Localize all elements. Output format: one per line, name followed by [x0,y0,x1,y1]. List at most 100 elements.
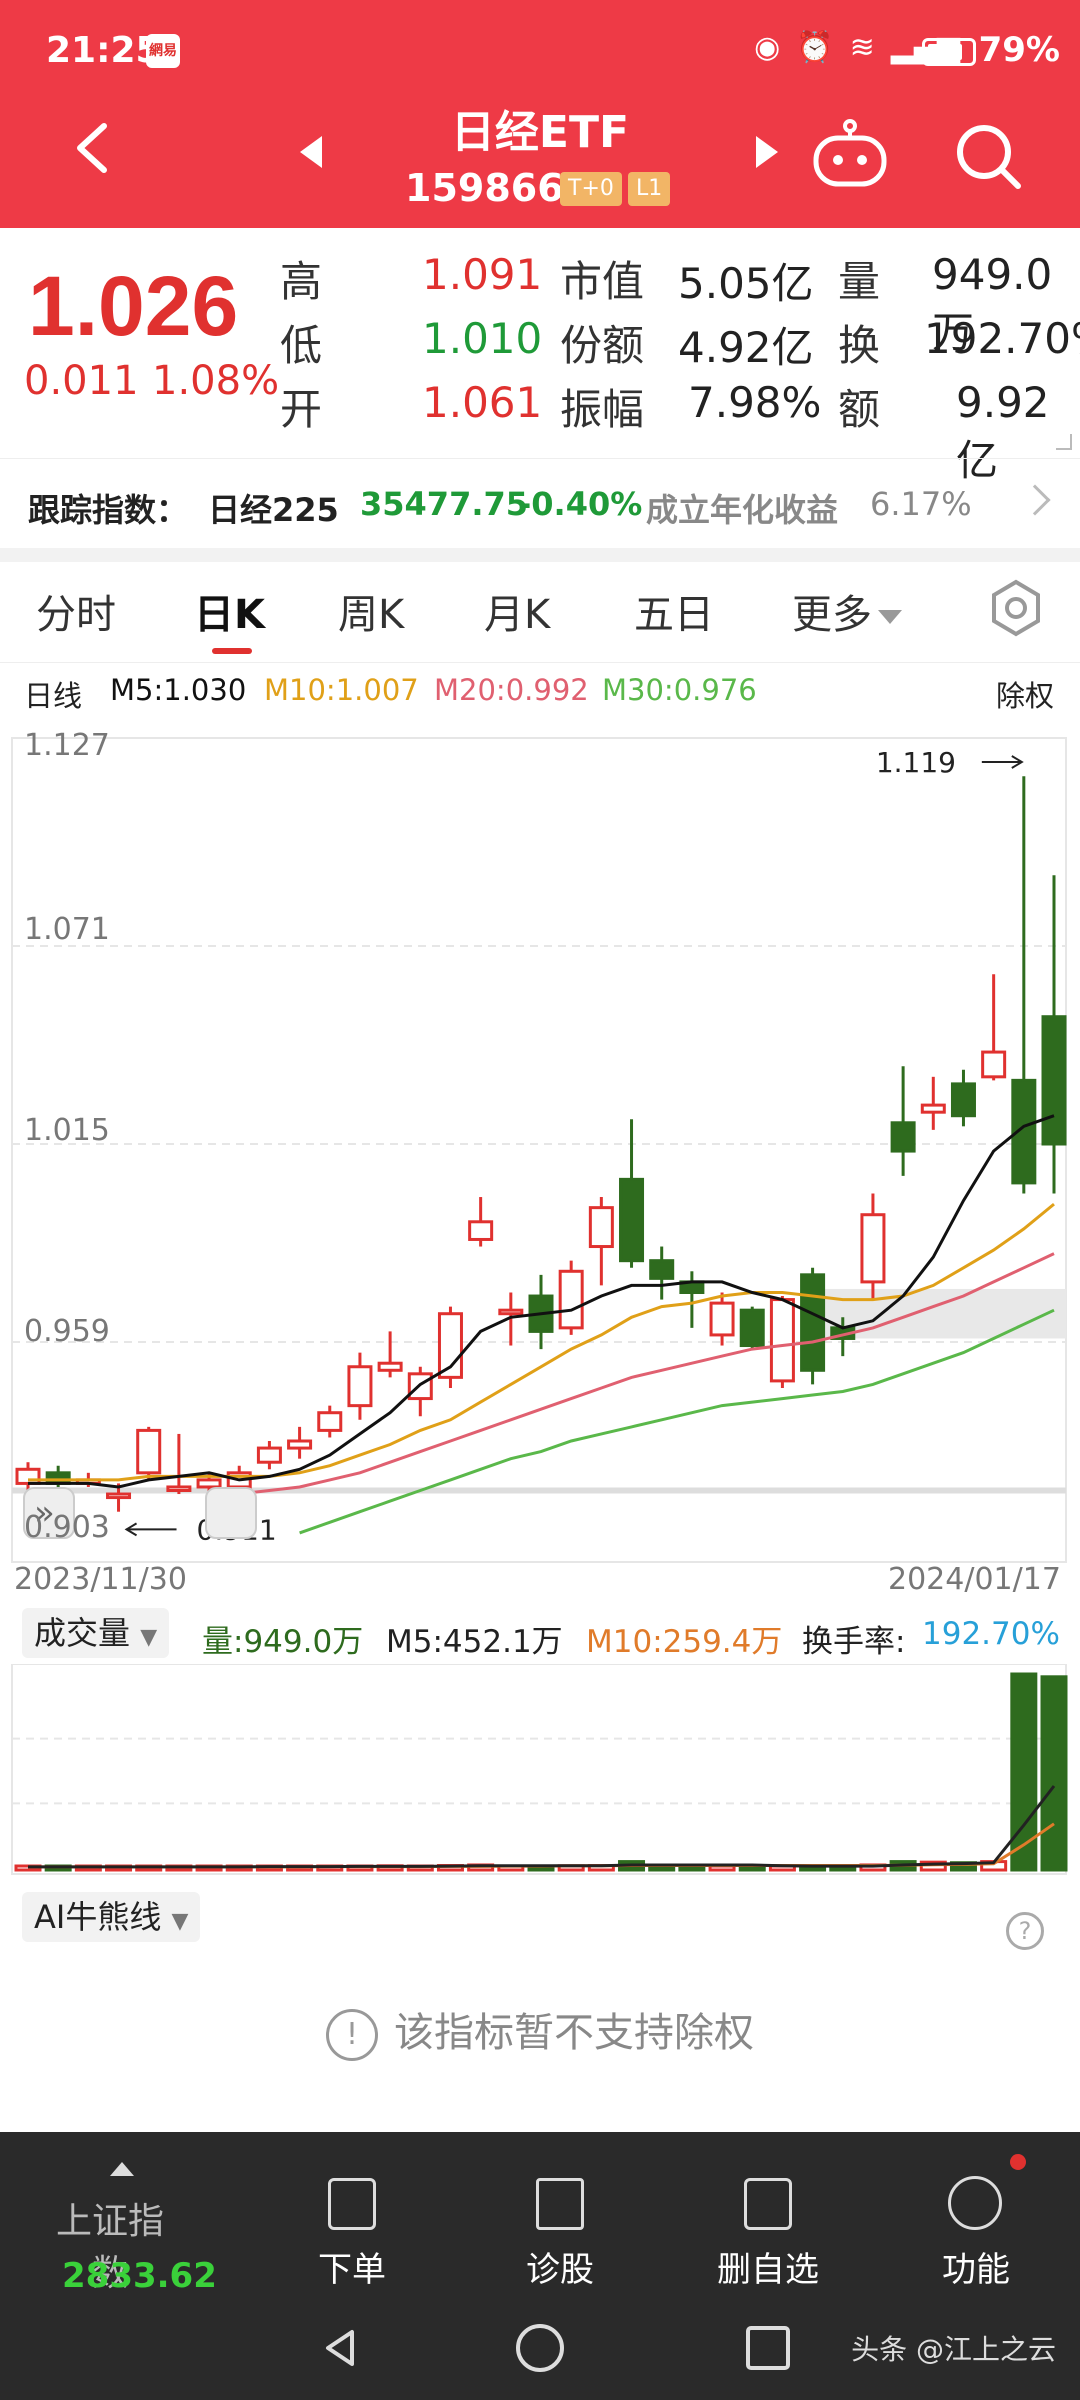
ma30-legend: M30:0.976 [602,673,757,707]
candle-body [739,1308,765,1348]
candle-body [377,1361,403,1372]
tracking-index-name: 日经225 [208,491,339,529]
ai-indicator-selector[interactable]: AI牛熊线 ▼ [22,1892,201,1942]
status-time: 21:25 [46,30,161,71]
info-icon: ! [326,2009,378,2061]
tab-monthly-k[interactable]: 月K [484,592,551,638]
remove-watchlist-icon [744,2178,792,2230]
annual-yield-label: 成立年化收益 [646,491,839,529]
section-divider [0,548,1080,562]
ma-legend-period: 日线 [24,679,83,713]
candle-body [45,1471,71,1485]
turnover-rate-value: 192.70% [922,1616,1060,1652]
tab-more[interactable]: 更多 [792,582,902,640]
turnover-rate-label: 换手率: [802,1624,906,1660]
nav-remove-watchlist-label: 删自选 [717,2250,819,2290]
menu-icon [948,2176,1002,2230]
nav-diagnose-label: 诊股 [526,2250,594,2290]
notification-dot [1010,2154,1026,2170]
system-recents-icon [746,2326,790,2370]
system-home-icon [516,2324,564,2372]
stock-title: 日经ETF [450,107,630,158]
help-icon[interactable]: ? [1006,1912,1044,1950]
volume-frame [11,1664,1067,1875]
start-date: 2023/11/30 [14,1562,187,1597]
max-price-label: 1.119 [876,746,956,779]
system-navigation [326,2324,790,2372]
mktcap-value: 5.05亿 [678,259,814,308]
candle-body [1011,1078,1037,1185]
chart-frame [11,737,1067,1563]
prev-stock-arrow-icon[interactable] [300,136,322,168]
candle-body [860,1213,886,1284]
volume-chart[interactable] [0,1664,1080,1884]
ma10-legend: M10:1.007 [264,673,419,707]
caret-down-icon: ▼ [140,1625,158,1650]
volume-ma5: M5:452.1万 [386,1624,563,1660]
volume-header: 成交量 ▼ 量:949.0万 M5:452.1万 M10:259.4万 换手率:… [0,1600,1080,1664]
amount-label: 额 [838,385,881,434]
ma5-line [28,1114,1055,1489]
end-date: 2024/01/17 [888,1562,1061,1597]
robot-assistant-icon[interactable] [810,118,890,188]
ma-legend: 日线 M5:1.030 M10:1.007 M20:0.992 M30:0.97… [0,662,1080,713]
next-stock-arrow-icon[interactable] [756,136,778,168]
tracking-index-row[interactable]: 跟踪指数： 日经225 35477.75 -0.40% 成立年化收益 6.17% [0,458,1080,548]
tab-five-day[interactable]: 五日 [634,592,714,638]
candle-body [468,1220,494,1241]
candle-body [347,1365,373,1408]
double-chevron-icon: » [34,1493,55,1533]
turnover-value: 192.70% [924,314,1080,363]
candle-body [106,1492,132,1500]
candle-body [920,1103,946,1114]
candle-body [1041,1015,1067,1146]
y-tick-5: 0.903 [24,1510,110,1545]
tab-intraday[interactable]: 分时 [36,592,116,638]
candle-body [890,1121,916,1153]
candle-body [769,1298,795,1383]
nav-order-label: 下单 [318,2250,386,2290]
caret-down-icon: ▼ [171,1909,189,1934]
chevron-right-icon [1019,484,1051,516]
quote-summary: 1.026 0.011 1.08% 高 1.091 低 1.010 开 1.06… [0,228,1080,485]
high-label: 高 [280,257,323,306]
kline-chart[interactable]: 1.1190.911» [0,712,1080,1592]
system-back-icon [326,2330,354,2366]
tracking-index-change: -0.40% [518,485,643,523]
index-value: 2833.62 [62,2256,217,2296]
candle-body [619,1177,645,1263]
search-icon[interactable] [950,118,1026,194]
adjust-rights-toggle[interactable]: 除权 [996,679,1055,713]
t0-tag: T+0 [560,172,622,206]
ai-selector-label: AI牛熊线 [34,1898,162,1936]
tab-weekly-k[interactable]: 周K [338,592,405,638]
ma20-legend: M20:0.992 [434,673,589,707]
shares-value: 4.92亿 [678,323,814,372]
open-label: 开 [280,385,323,434]
ai-note-text: 该指标暂不支持除权 [394,2010,754,2056]
fullscreen-icon [205,1487,257,1540]
shares-label: 份额 [560,321,645,370]
y-tick-3: 1.015 [24,1113,110,1148]
chart-settings-icon[interactable] [986,578,1046,638]
expand-corner-icon[interactable] [1056,434,1072,450]
volume-ma10: M10:259.4万 [586,1624,783,1660]
app-badge: 網易 [146,34,180,68]
volume-current: 量:949.0万 [202,1624,364,1660]
tab-daily-k[interactable]: 日K [194,592,265,638]
ma5-legend: M5:1.030 [110,673,247,707]
candle-body [166,1485,192,1493]
candle-body [950,1082,976,1118]
back-icon[interactable] [66,118,126,178]
nav-functions-label: 功能 [942,2250,1010,2290]
candle-body [196,1478,222,1489]
tab-more-label: 更多 [792,592,872,638]
watermark: 头条 @江上之云 [851,2333,1056,2366]
status-bar: 21:25 網易 ◉ ⏰ ≋ ▂▄▆ 79% [0,0,1080,100]
volume-selector-label: 成交量 [34,1614,131,1652]
price-change-pct: 1.08% [152,358,280,404]
y-tick-4: 0.959 [24,1314,110,1349]
candle-body [649,1259,675,1280]
volume-indicator-selector[interactable]: 成交量 ▼ [22,1608,170,1658]
candle-body [709,1301,735,1337]
